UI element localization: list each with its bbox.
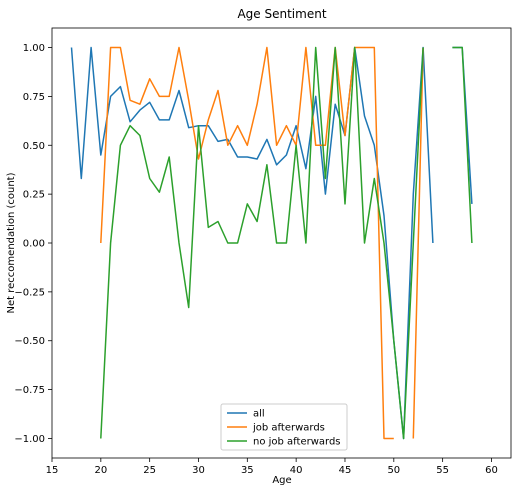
y-tick-label: −0.50	[14, 336, 45, 347]
legend-entry-label: job afterwards	[252, 423, 325, 434]
legend-entry-label: no job afterwards	[253, 437, 341, 448]
y-tick-label: 0.50	[23, 141, 45, 152]
x-tick-label: 25	[143, 465, 156, 476]
legend: all job afterwards no job afterwards	[220, 403, 348, 451]
series-line-1-segment-1	[412, 47, 424, 439]
y-tick-label: 1.00	[23, 43, 45, 54]
x-tick-label: 50	[387, 465, 400, 476]
series-lines	[70, 46, 473, 440]
y-axis-label: Net reccomendation (count)	[6, 172, 17, 313]
x-tick-label: 35	[241, 465, 254, 476]
y-tick-label: −0.25	[14, 287, 45, 298]
legend-entry-label: all	[253, 409, 265, 420]
y-tick-label: 0.00	[23, 239, 45, 250]
x-tick-label: 45	[339, 465, 352, 476]
y-tick-label: −1.00	[14, 434, 45, 445]
y-axis-ticks: −1.00 −0.75 −0.50 −0.25 0.00 0.25 0.50 0.75 1.00	[14, 43, 52, 445]
x-tick-label: 40	[290, 465, 303, 476]
series-line-2-segment-0	[100, 46, 424, 440]
x-tick-label: 20	[94, 465, 107, 476]
series-line-2-segment-1	[452, 46, 473, 244]
legend-box	[220, 403, 348, 451]
x-tick-label: 15	[46, 465, 59, 476]
x-axis-ticks: 15 20 25 30 35 40 45 50 55 60	[46, 458, 498, 476]
series-line-1-segment-0	[100, 46, 394, 440]
chart-title: Age Sentiment	[237, 7, 326, 21]
series-line-0-segment-0	[70, 46, 434, 440]
x-tick-label: 55	[436, 465, 449, 476]
x-axis-label: Age	[272, 475, 291, 486]
y-tick-label: 0.75	[23, 92, 45, 103]
y-tick-label: −0.75	[14, 385, 45, 396]
x-tick-label: 60	[485, 465, 498, 476]
x-tick-label: 30	[192, 465, 205, 476]
y-tick-label: 0.25	[23, 190, 45, 201]
